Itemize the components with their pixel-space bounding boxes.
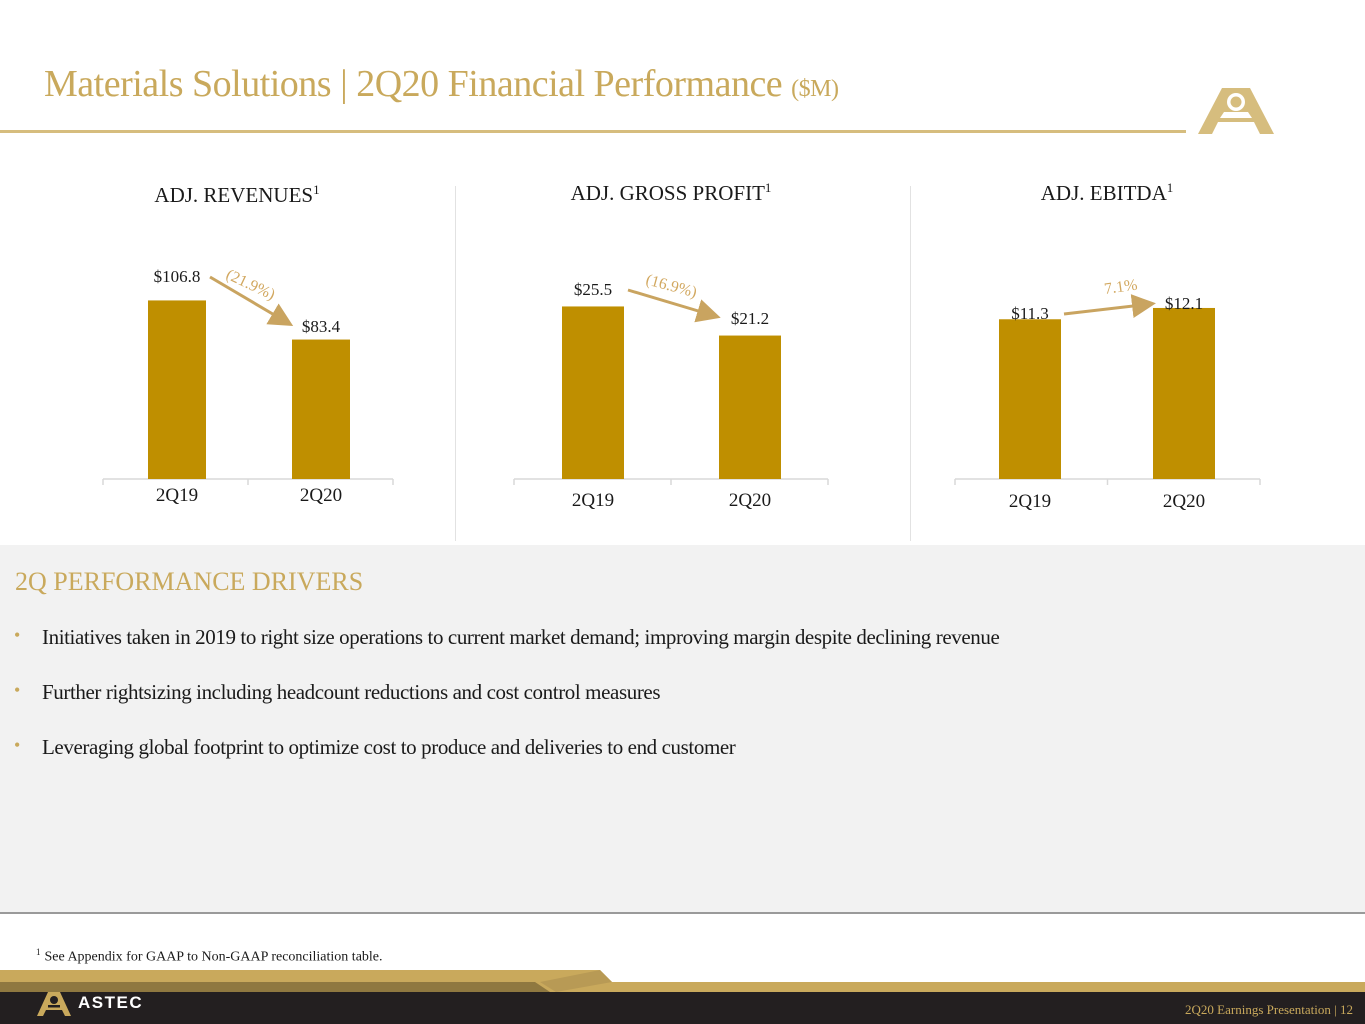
data-label: $12.1 xyxy=(1165,294,1203,313)
title-rule xyxy=(0,130,1186,133)
bar xyxy=(719,335,781,479)
page-title: Materials Solutions | 2Q20 Financial Per… xyxy=(44,62,839,106)
data-label: $106.8 xyxy=(154,267,201,286)
charts-canvas: $106.8 2Q19 $83.4 2Q20 (21.9%) $25.5 2Q19 $21.2… xyxy=(102,266,1261,512)
tick-label: 2Q19 xyxy=(572,490,614,511)
data-label: $11.3 xyxy=(1011,304,1049,323)
tick-label: 2Q19 xyxy=(1009,491,1051,512)
tick-label: 2Q20 xyxy=(1163,491,1205,512)
bar xyxy=(1153,307,1215,479)
chart-title-ebitda: ADJ. EBITDA1 xyxy=(1041,180,1174,206)
footnote: 1 See Appendix for GAAP to Non-GAAP recon… xyxy=(36,947,383,966)
tick-label: 2Q20 xyxy=(729,490,771,511)
astec-a-icon xyxy=(37,992,71,1016)
chart-title-revenues: ADJ. REVENUES1 xyxy=(154,182,319,208)
driver-text: Leveraging global footprint to optimize … xyxy=(42,735,736,759)
list-item: • Initiatives taken in 2019 to right size… xyxy=(0,625,1365,680)
chart-title-text: ADJ. EBITDA xyxy=(1040,181,1167,205)
drivers-list: • Initiatives taken in 2019 to right size… xyxy=(0,625,1365,790)
drivers-title: 2Q PERFORMANCE DRIVERS xyxy=(15,567,364,596)
bar xyxy=(148,300,206,479)
data-label: $83.4 xyxy=(302,317,341,336)
bullet-icon: • xyxy=(14,680,20,700)
change-arrow xyxy=(209,275,294,327)
footnote-text: See Appendix for GAAP to Non-GAAP reconc… xyxy=(44,949,383,965)
bullet-icon: • xyxy=(14,625,20,645)
chart-divider xyxy=(455,186,456,541)
drivers-rule xyxy=(0,912,1365,914)
brand-name: ASTEC xyxy=(78,993,144,1012)
page-title-text: Materials Solutions | 2Q20 Financial Per… xyxy=(44,63,783,105)
list-item: • Further rightsizing including headcount… xyxy=(0,680,1365,735)
performance-drivers-panel: 2Q PERFORMANCE DRIVERS • Initiatives take… xyxy=(0,545,1365,912)
chart-group: $11.3 2Q19 $12.1 2Q20 7.1% xyxy=(954,276,1261,512)
change-label: 7.1% xyxy=(1103,276,1138,297)
driver-text: Further rightsizing including headcount … xyxy=(42,680,661,704)
bullet-icon: • xyxy=(14,735,20,755)
tick-label: 2Q19 xyxy=(156,485,198,506)
astec-a-logo-icon xyxy=(1198,88,1274,134)
page-label: 2Q20 Earnings Presentation | 12 xyxy=(1185,1002,1353,1017)
driver-text: Initiatives taken in 2019 to right size … xyxy=(42,625,1000,649)
bar xyxy=(292,339,350,479)
change-arrow xyxy=(627,288,721,323)
chart-title-sup: 1 xyxy=(764,180,772,195)
tick-label: 2Q20 xyxy=(300,485,342,506)
bar xyxy=(999,319,1061,479)
chart-title-sup: 1 xyxy=(313,182,320,197)
data-label: $25.5 xyxy=(574,280,612,299)
chart-title-text: ADJ. REVENUES xyxy=(154,183,314,207)
bar xyxy=(562,306,624,479)
data-label: $21.2 xyxy=(731,309,769,328)
chart-title-sup: 1 xyxy=(1166,180,1174,195)
footnote-marker: 1 xyxy=(36,947,41,957)
chart-title-gross-profit: ADJ. GROSS PROFIT1 xyxy=(571,180,772,206)
title-unit: ($M) xyxy=(791,76,839,102)
footer-band xyxy=(0,970,1365,1024)
chart-group: $106.8 2Q19 $83.4 2Q20 (21.9%) xyxy=(102,266,394,506)
change-arrow xyxy=(1063,294,1156,318)
chart-divider xyxy=(910,186,911,541)
change-label: (21.9%) xyxy=(223,266,277,303)
chart-title-text: ADJ. GROSS PROFIT xyxy=(570,181,765,205)
list-item: • Leveraging global footprint to optimize… xyxy=(0,735,1365,790)
